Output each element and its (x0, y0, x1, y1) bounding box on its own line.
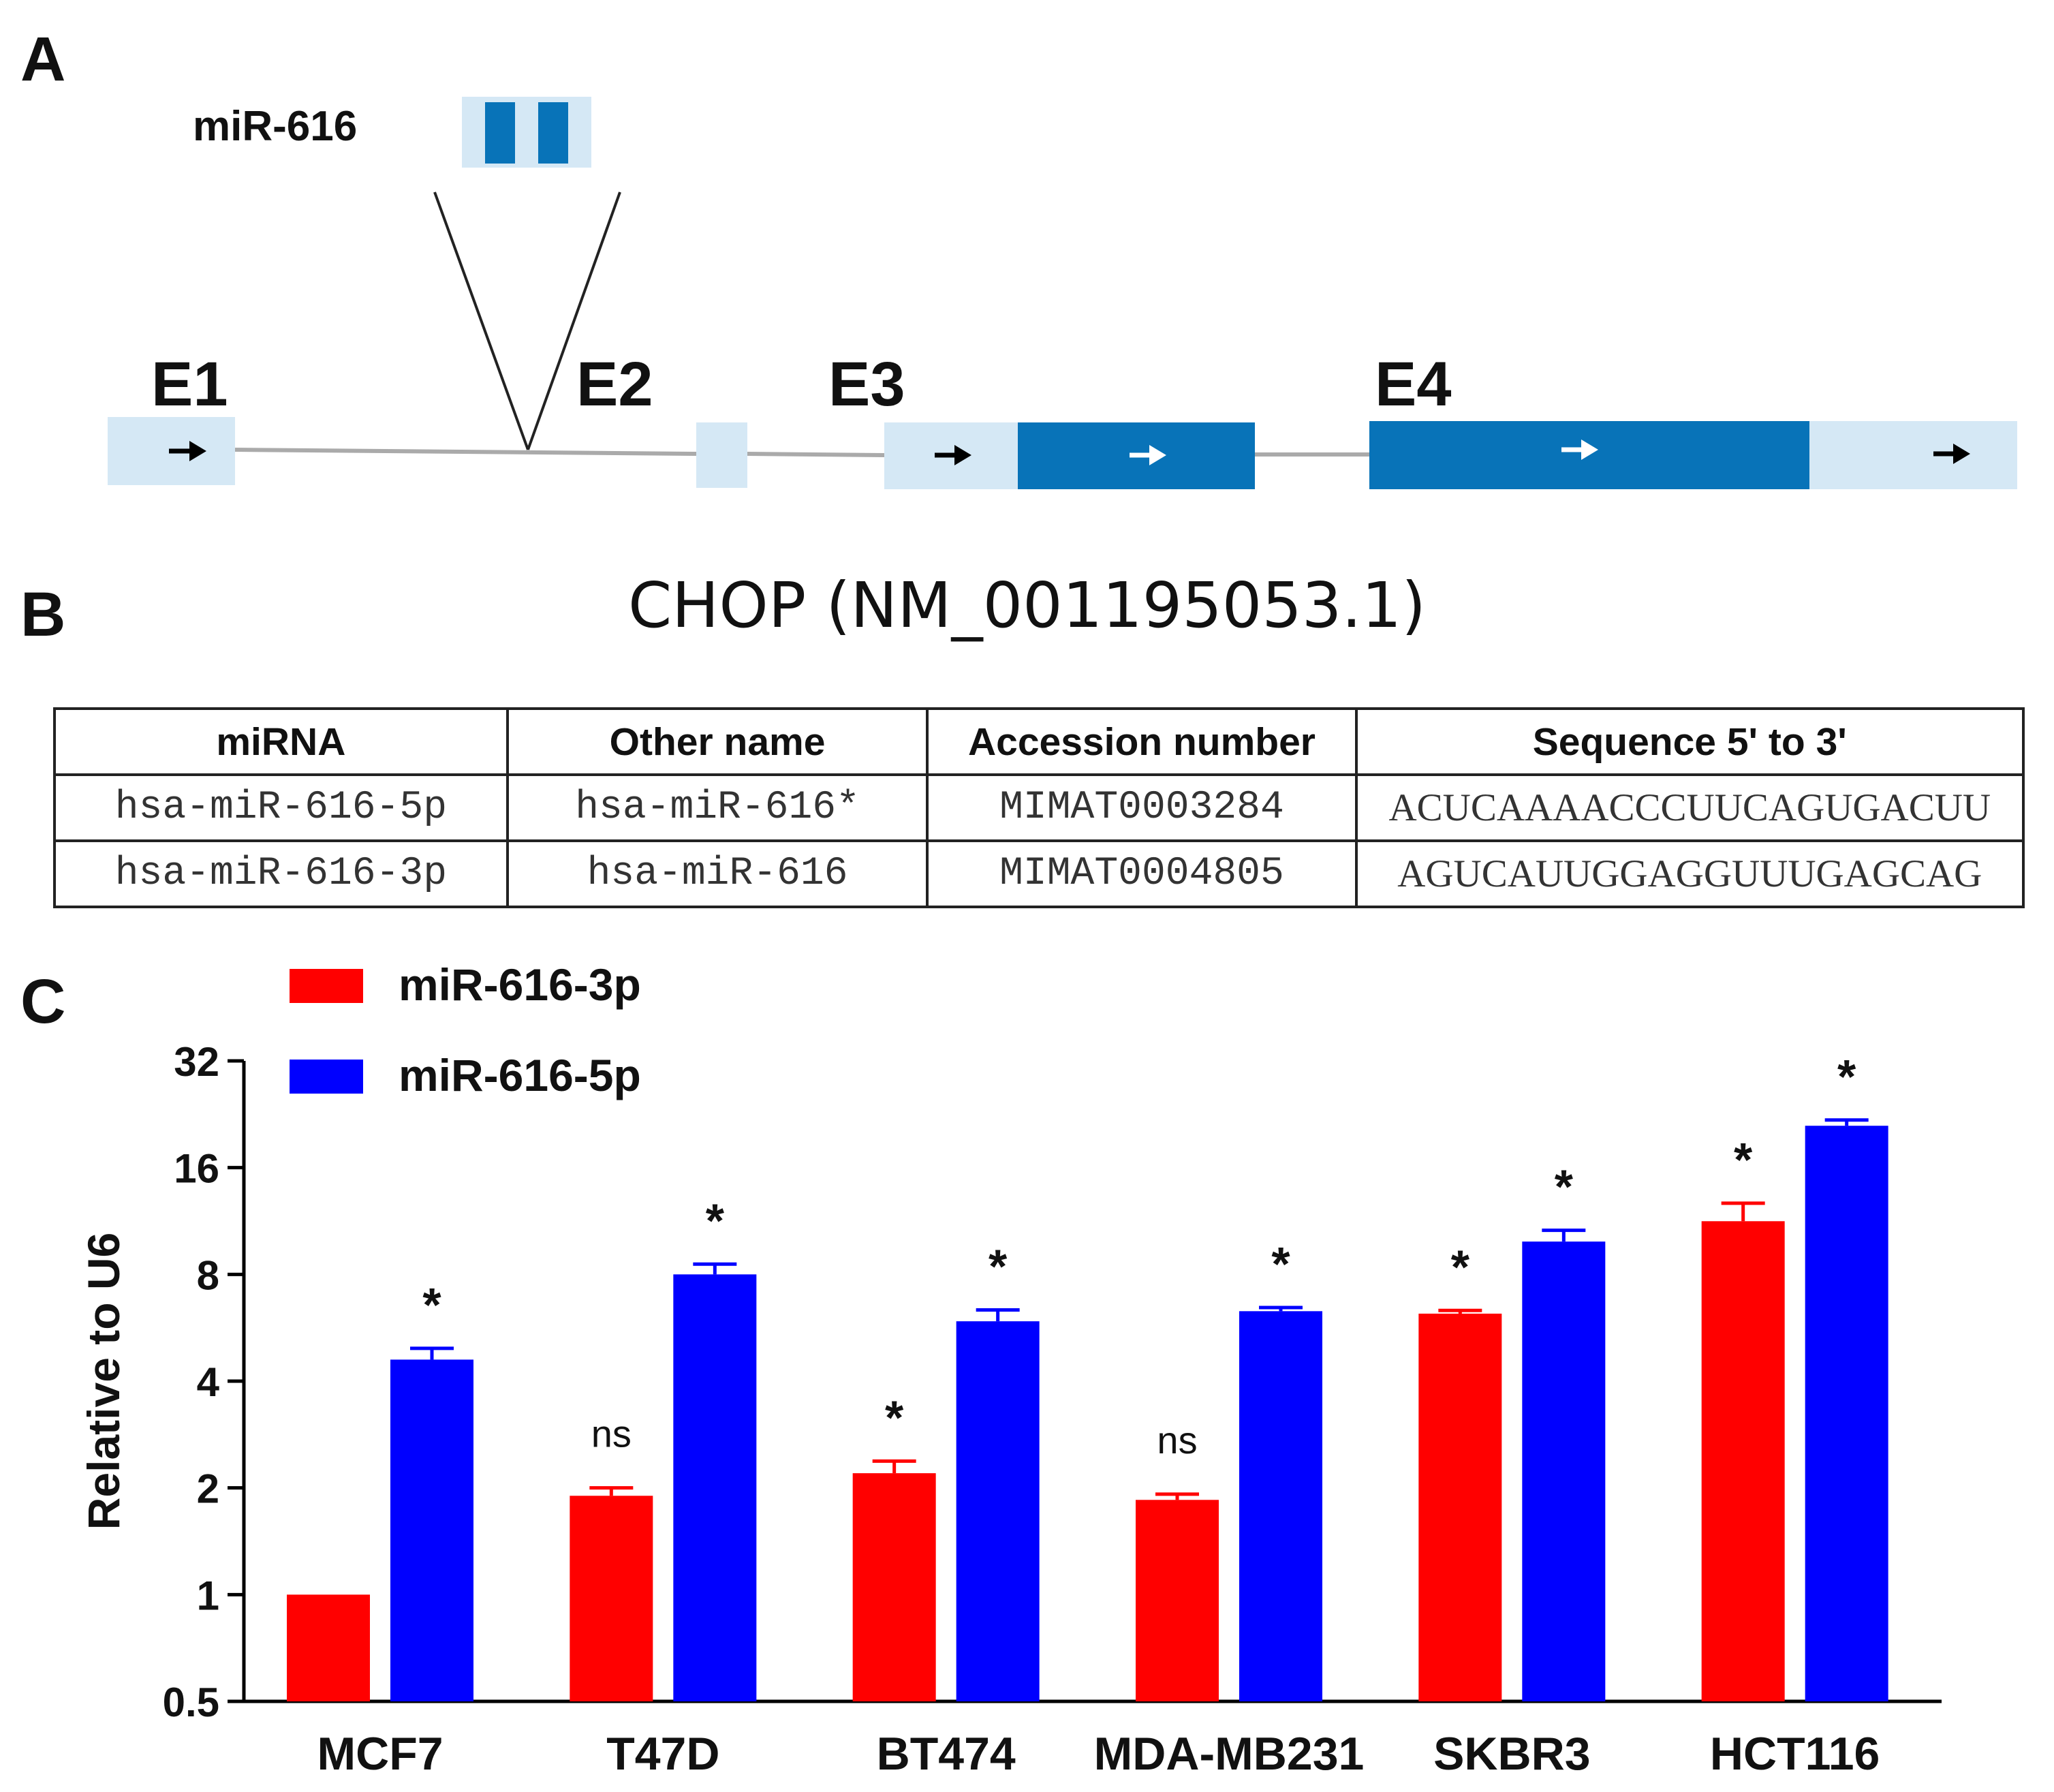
table-cell: hsa-miR-616-5p (53, 773, 509, 842)
zoom-line-right (527, 191, 621, 450)
gene-structure-diagram (108, 97, 2017, 489)
table-row: hsa-miR-616-5p hsa-miR-616* MIMAT0003284… (53, 773, 2025, 842)
mirna-hairpin-arm-2 (538, 102, 568, 164)
mirna-label: miR-616 (193, 103, 358, 150)
exon-e4-cds (1369, 421, 1811, 489)
bar-5p (1239, 1311, 1322, 1701)
y-tick-label: 32 (174, 1039, 219, 1085)
significance-label: ns (591, 1412, 632, 1455)
bar-5p (1805, 1126, 1888, 1701)
y-tick-label: 8 (197, 1252, 219, 1298)
significance-label: * (1555, 1160, 1574, 1214)
table-row: hsa-miR-616-3p hsa-miR-616 MIMAT0004805 … (53, 839, 2025, 908)
table-header-cell: Other name (505, 707, 929, 776)
exon-e2 (696, 422, 747, 488)
x-tick-label: HCT116 (1710, 1728, 1880, 1780)
arrow-icon-e1 (169, 441, 206, 461)
mirna-locus-box (462, 97, 591, 168)
x-tick-label: SKBR3 (1433, 1728, 1591, 1780)
table-cell: MIMAT0004805 (926, 839, 1358, 908)
exon-label-e3: E3 (828, 350, 905, 419)
x-tick-label: MDA-MB231 (1094, 1728, 1365, 1780)
table-cell: ACUCAAAACCCUUCAGUGACUU (1354, 773, 2025, 842)
table-header-row: miRNA Other name Accession number Sequen… (53, 707, 2025, 776)
table-cell: hsa-miR-616-3p (53, 839, 509, 908)
mirna-table: miRNA Other name Accession number Sequen… (53, 707, 2025, 908)
bar-3p (287, 1594, 370, 1701)
table-cell: AGUCAUUGGAGGUUUGAGCAG (1354, 839, 2025, 908)
table-header-cell: Accession number (926, 707, 1358, 776)
table-cell: hsa-miR-616* (505, 773, 929, 842)
table-title: CHOP (NM_001195053.1) (627, 569, 1427, 642)
intron-2 (747, 452, 885, 457)
significance-label: * (422, 1278, 441, 1331)
arrow-icon-e4-utr (1933, 444, 1970, 464)
x-tick-label: T47D (606, 1728, 719, 1780)
significance-label: * (1271, 1237, 1290, 1291)
y-tick-label: 4 (197, 1359, 220, 1405)
x-tick-label: BT474 (877, 1728, 1016, 1780)
table-header-cell: Sequence 5' to 3' (1354, 707, 2025, 776)
significance-label: * (1734, 1133, 1753, 1186)
zoom-line-left (433, 191, 529, 450)
bar-3p (570, 1496, 653, 1701)
panel-label-a: A (20, 25, 66, 94)
arrow-icon-e4-cds (1561, 439, 1598, 460)
legend-swatch-5p (290, 1060, 363, 1094)
significance-label: * (1451, 1240, 1470, 1293)
bar-3p (852, 1473, 936, 1701)
arrow-icon-e3 (935, 445, 971, 465)
y-tick-label: 2 (197, 1466, 219, 1512)
panel-label-b: B (20, 580, 66, 649)
table-header-cell: miRNA (53, 707, 509, 776)
exon-label-e4: E4 (1375, 350, 1452, 419)
y-tick-label: 16 (174, 1146, 219, 1192)
intron-1 (234, 448, 697, 456)
legend-swatch-3p (290, 969, 363, 1003)
y-tick-label: 0.5 (163, 1680, 219, 1725)
table-cell: MIMAT0003284 (926, 773, 1358, 842)
arrow-icon-e3-cds (1130, 445, 1166, 465)
bar-5p (673, 1274, 757, 1701)
bar-3p (1418, 1313, 1502, 1701)
bar-5p (956, 1321, 1040, 1701)
significance-label: * (989, 1240, 1008, 1293)
significance-label: * (706, 1194, 725, 1247)
bar-5p (1522, 1241, 1606, 1701)
significance-label: ns (1157, 1419, 1197, 1462)
y-tick-label: 1 (197, 1573, 219, 1618)
significance-label: * (885, 1391, 904, 1444)
legend-label: miR-616-3p (399, 959, 641, 1010)
exon-label-e2: E2 (576, 350, 653, 419)
bar-3p (1136, 1500, 1219, 1701)
exon-label-e1: E1 (151, 350, 228, 419)
y-axis-label: Relative to U6 (78, 1233, 129, 1530)
x-tick-label: MCF7 (317, 1728, 443, 1780)
significance-label: * (1837, 1050, 1856, 1103)
panel-label-c: C (20, 967, 66, 1036)
bar-5p (390, 1359, 473, 1701)
legend-label: miR-616-5p (399, 1050, 641, 1100)
mirna-hairpin-arm-1 (485, 102, 515, 164)
bar-3p (1701, 1221, 1785, 1701)
exon-e4-utr (1809, 421, 2017, 489)
table-cell: hsa-miR-616 (505, 839, 929, 908)
